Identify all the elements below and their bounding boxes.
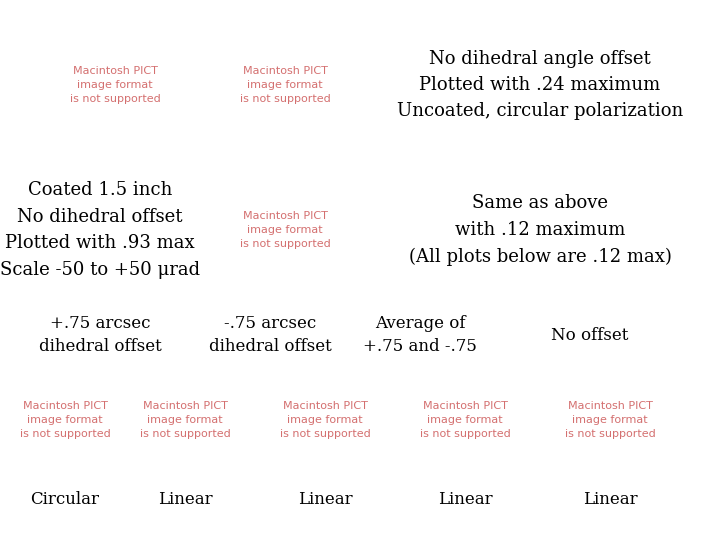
Text: Macintosh PICT
image format
is not supported: Macintosh PICT image format is not suppo…	[240, 66, 330, 104]
Text: Coated 1.5 inch
No dihedral offset
Plotted with .93 max
Scale -50 to +50 μrad: Coated 1.5 inch No dihedral offset Plott…	[0, 181, 200, 279]
Text: Same as above
with .12 maximum
(All plots below are .12 max): Same as above with .12 maximum (All plot…	[408, 194, 672, 266]
Text: -.75 arcsec
dihedral offset: -.75 arcsec dihedral offset	[209, 315, 331, 355]
Text: Macintosh PICT
image format
is not supported: Macintosh PICT image format is not suppo…	[19, 401, 110, 439]
Text: Linear: Linear	[297, 491, 352, 509]
Text: Circular: Circular	[30, 491, 99, 509]
Text: Macintosh PICT
image format
is not supported: Macintosh PICT image format is not suppo…	[140, 401, 230, 439]
Text: No dihedral angle offset
Plotted with .24 maximum
Uncoated, circular polarizatio: No dihedral angle offset Plotted with .2…	[397, 50, 683, 120]
Text: Macintosh PICT
image format
is not supported: Macintosh PICT image format is not suppo…	[279, 401, 370, 439]
Text: Linear: Linear	[582, 491, 637, 509]
Text: Macintosh PICT
image format
is not supported: Macintosh PICT image format is not suppo…	[240, 211, 330, 249]
Text: Macintosh PICT
image format
is not supported: Macintosh PICT image format is not suppo…	[420, 401, 510, 439]
Text: Macintosh PICT
image format
is not supported: Macintosh PICT image format is not suppo…	[564, 401, 655, 439]
Text: Linear: Linear	[438, 491, 492, 509]
Text: Linear: Linear	[158, 491, 212, 509]
Text: +.75 arcsec
dihedral offset: +.75 arcsec dihedral offset	[39, 315, 161, 355]
Text: Macintosh PICT
image format
is not supported: Macintosh PICT image format is not suppo…	[70, 66, 161, 104]
Text: No offset: No offset	[552, 327, 629, 343]
Text: Average of
+.75 and -.75: Average of +.75 and -.75	[363, 315, 477, 355]
